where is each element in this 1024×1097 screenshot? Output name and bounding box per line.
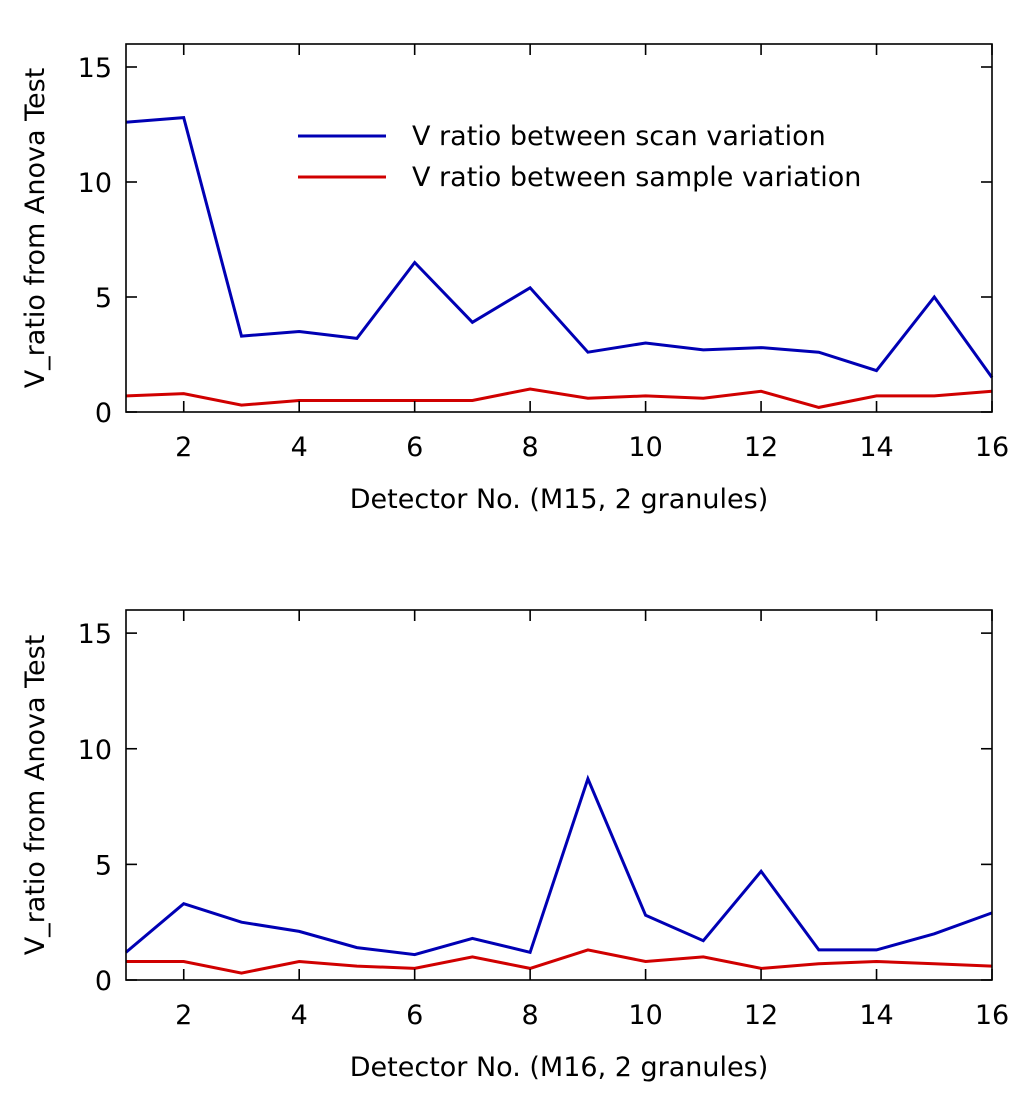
x-tick-label: 6 [406, 432, 423, 463]
legend-label-scan: V ratio between scan variation [412, 121, 826, 152]
x-axis-title: Detector No. (M15, 2 granules) [350, 484, 768, 515]
x-tick-label: 4 [291, 1000, 308, 1031]
x-axis-title: Detector No. (M16, 2 granules) [350, 1052, 768, 1083]
series-line-scan [125, 116, 994, 379]
x-tick-label: 8 [522, 432, 539, 463]
x-tick-label: 10 [628, 432, 662, 463]
chart-panel-2: 2 4 6 8 10 12 14 16 0 5 10 15 Detector No. (M16, 2 g… [20, 609, 1009, 1083]
y-axis-title: V_ratio from Anova Test [20, 68, 51, 389]
x-tick-label: 4 [291, 432, 308, 463]
y-tick-label: 0 [95, 398, 112, 429]
chart-panel-1: 2 4 6 8 10 12 14 16 0 5 10 15 Detector No. (M15, 2 g… [20, 43, 1009, 515]
x-tick-label: 2 [175, 1000, 192, 1031]
x-tick-label: 16 [975, 1000, 1009, 1031]
x-tick-label: 6 [406, 1000, 423, 1031]
x-tick-label: 8 [522, 1000, 539, 1031]
x-tick-label: 14 [859, 1000, 893, 1031]
y-axis-title: V_ratio from Anova Test [20, 635, 51, 956]
y-tick-label: 10 [78, 735, 112, 766]
y-tick-label: 15 [78, 53, 112, 84]
y-tick-label: 15 [78, 619, 112, 650]
x-tick-label: 2 [175, 432, 192, 463]
series-line-sample [126, 948, 993, 975]
x-tick-label: 10 [628, 1000, 662, 1031]
x-tick-label: 16 [975, 432, 1009, 463]
series-line-scan [125, 774, 993, 957]
y-tick-label: 10 [78, 168, 112, 199]
x-tick-label: 14 [859, 432, 893, 463]
x-tick-label: 12 [744, 1000, 778, 1031]
series-line-sample [125, 387, 993, 409]
y-tick-label: 0 [95, 966, 112, 997]
plot-frame [125, 609, 993, 981]
legend-label-sample: V ratio between sample variation [412, 162, 861, 193]
y-tick-label: 5 [95, 850, 112, 881]
plot-frame [125, 43, 993, 413]
y-tick-label: 5 [95, 283, 112, 314]
x-tick-label: 12 [744, 432, 778, 463]
